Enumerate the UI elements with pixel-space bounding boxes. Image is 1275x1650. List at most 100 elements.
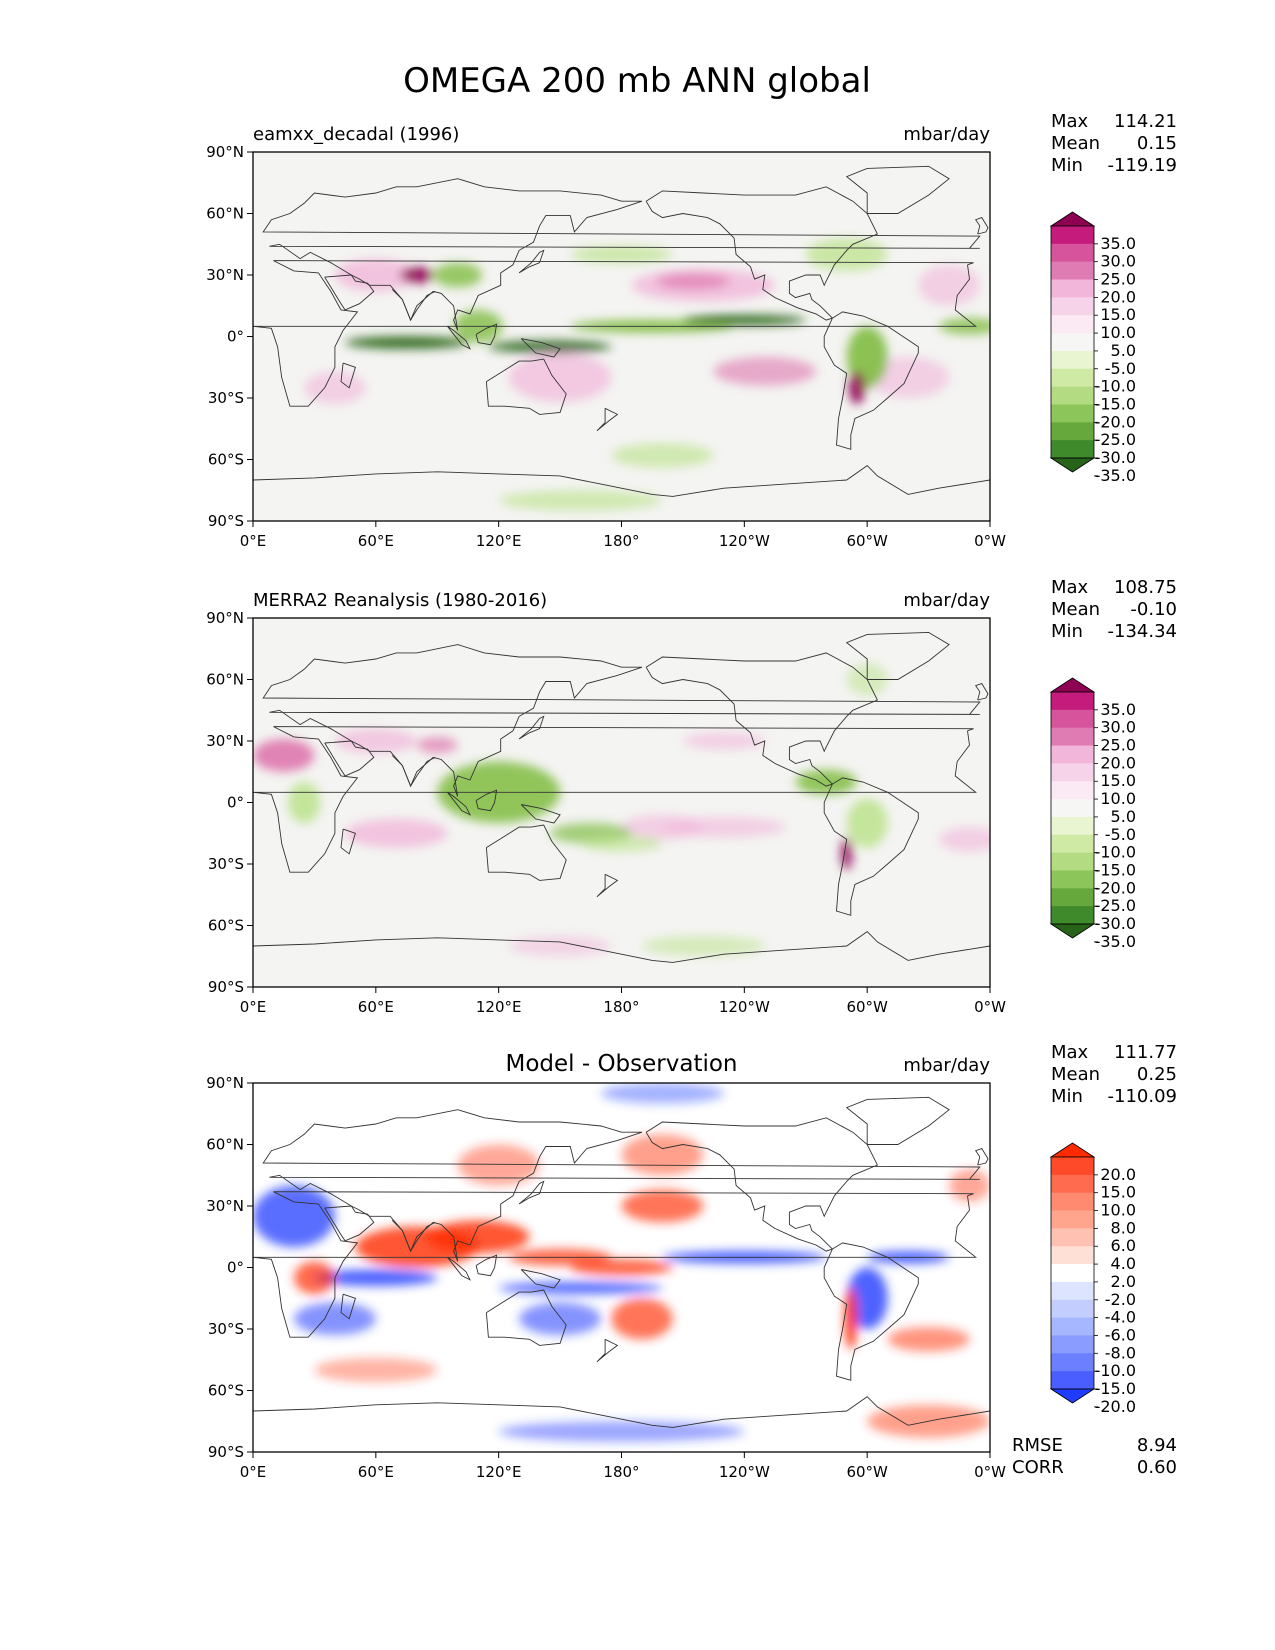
stat-rmse-label: RMSE (1012, 1435, 1063, 1456)
coastline (324, 274, 375, 311)
anomaly-region (345, 818, 448, 848)
colorbar-label: -35.0 (1095, 466, 1136, 485)
anomaly-region (682, 732, 765, 750)
anomaly-region (253, 1185, 335, 1247)
colorbar-label: -15.0 (1095, 860, 1136, 879)
anomaly-region (433, 262, 483, 288)
y-tick-label: 60°N (206, 671, 244, 689)
coastline (520, 338, 561, 358)
colorbar-label: -35.0 (1095, 932, 1136, 951)
stat-max-label: Max (1051, 577, 1089, 598)
y-tick-label: 90°N (206, 143, 244, 161)
y-tick-label: 30°S (208, 1320, 244, 1338)
anomaly-region (611, 443, 714, 468)
colorbar-segment (1051, 834, 1094, 854)
coastline (485, 358, 567, 415)
colorbar-extend-min (1049, 923, 1096, 939)
colorbar-segment (1051, 745, 1094, 764)
panel-units: mbar/day (903, 1055, 990, 1076)
coastline (974, 217, 989, 235)
stat-mean-label: Mean (1051, 133, 1100, 154)
anomaly-region (253, 738, 315, 772)
colorbar-frame (1050, 691, 1095, 925)
anomaly-region (949, 1169, 990, 1202)
anomaly-region (601, 1083, 724, 1104)
y-tick-label: 90°S (208, 1443, 244, 1461)
colorbar-segment (1051, 243, 1094, 263)
coastline (253, 1396, 990, 1428)
colorbar: 35.030.025.020.015.010.05.0-5.0-10.0-15.… (1049, 211, 1136, 485)
y-tick-label: 30°N (206, 1197, 244, 1215)
colorbar-label: -2.0 (1105, 1290, 1136, 1309)
colorbar-label: -30.0 (1095, 448, 1136, 467)
colorbar-extend-min (1049, 457, 1096, 473)
y-tick-label: 60°N (206, 1136, 244, 1154)
coastline (845, 165, 950, 214)
coastline (518, 249, 545, 274)
colorbar-label: 35.0 (1100, 700, 1136, 719)
stat-mean-value: -0.10 (1130, 599, 1177, 620)
colorbar-label: -10.0 (1095, 377, 1136, 396)
coastlines (253, 631, 990, 963)
colorbar-label: 2.0 (1111, 1272, 1136, 1291)
anomaly-region (641, 935, 765, 957)
colorbar-segment (1051, 692, 1094, 711)
y-tick-label: 90°S (208, 512, 244, 530)
colorbar-label: 20.0 (1100, 1165, 1136, 1184)
colorbar-segment (1051, 333, 1094, 352)
colorbar-segment (1051, 1210, 1094, 1229)
stat-max-label: Max (1051, 1042, 1089, 1063)
y-tick-label: 0° (227, 1259, 244, 1277)
y-tick-label: 0° (227, 794, 244, 812)
anomaly-region (416, 736, 458, 754)
y-tick-label: 90°N (206, 1074, 244, 1092)
colorbar: 20.015.010.08.06.04.02.0-2.0-4.0-6.0-8.0… (1049, 1142, 1136, 1416)
x-tick-label: 180° (603, 998, 639, 1016)
colorbar-extend-max (1049, 1142, 1096, 1158)
anomaly-region (713, 357, 816, 386)
panel-units: mbar/day (903, 590, 990, 611)
map-area (253, 618, 990, 987)
y-tick-label: 60°S (208, 1382, 244, 1400)
x-tick-label: 0°E (240, 998, 267, 1016)
stat-max-value: 111.77 (1114, 1042, 1177, 1063)
colorbar-label: 5.0 (1111, 807, 1136, 826)
stat-min-value: -134.34 (1108, 621, 1177, 642)
colorbar-label: -25.0 (1095, 896, 1136, 915)
anomaly-region (621, 1189, 704, 1223)
coastline (340, 362, 356, 389)
colorbar-segment (1051, 279, 1094, 298)
coastline (447, 1256, 472, 1281)
coastline (596, 873, 619, 898)
colorbar-segment (1051, 1264, 1094, 1283)
x-tick-label: 60°E (358, 532, 394, 550)
stat-max-label: Max (1051, 111, 1089, 132)
coastline (475, 789, 498, 812)
colorbar-extend-min (1049, 1388, 1096, 1404)
coastline (262, 1109, 981, 1262)
colorbar-segment (1051, 852, 1094, 871)
coastlines (253, 1096, 990, 1428)
anomaly-region (293, 1302, 376, 1336)
coastline (253, 1191, 977, 1338)
coastline (324, 1205, 375, 1242)
coastline (596, 407, 619, 432)
coastline (518, 715, 545, 740)
anomaly-region (570, 246, 673, 263)
x-tick-label: 120°W (719, 532, 770, 550)
colorbar-label: 20.0 (1100, 753, 1136, 772)
colorbar-label: 5.0 (1111, 341, 1136, 360)
map-area (253, 1083, 990, 1452)
y-tick-label: 0° (227, 328, 244, 346)
coastline (391, 1219, 436, 1253)
stat-mean-label: Mean (1051, 599, 1100, 620)
coastline (262, 644, 981, 797)
anomaly-region (519, 1302, 602, 1336)
colorbar-segment (1051, 440, 1094, 459)
x-tick-label: 60°W (846, 1463, 888, 1481)
colorbar-label: -6.0 (1105, 1325, 1136, 1344)
coastline (340, 1293, 356, 1320)
coastline (447, 791, 472, 816)
coastline (823, 777, 919, 916)
y-tick-label: 90°S (208, 978, 244, 996)
